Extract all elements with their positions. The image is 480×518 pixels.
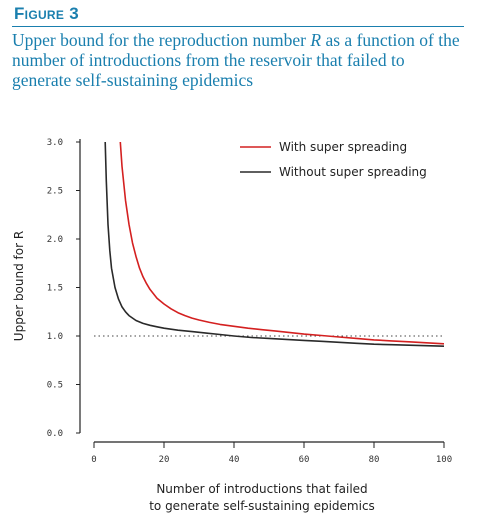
- series-line-with-super-spreading: [119, 142, 444, 345]
- x-axis-label-line1: Number of introductions that failed: [156, 482, 367, 496]
- x-tick-label: 80: [369, 455, 380, 465]
- y-axis-label: Upper bound for R: [12, 231, 26, 341]
- x-tick-label: 40: [229, 455, 240, 465]
- y-tick-label: 2.0: [47, 235, 63, 245]
- y-tick-label: 0.5: [47, 381, 63, 391]
- series-line-without-super-spreading: [104, 142, 444, 347]
- y-tick-label: 3.0: [47, 138, 63, 148]
- figure-title: Upper bound for the reproduction number …: [12, 30, 460, 90]
- y-tick-label: 1.5: [47, 284, 63, 294]
- y-tick-label: 2.5: [47, 187, 63, 197]
- x-axis-label-line2: to generate self-sustaining epidemics: [149, 499, 375, 513]
- x-tick-label: 0: [91, 455, 96, 465]
- y-tick-label: 0.0: [47, 429, 63, 439]
- x-tick-label: 60: [299, 455, 310, 465]
- y-tick-label: 1.0: [47, 332, 63, 342]
- x-tick-label: 100: [436, 455, 452, 465]
- axes: 0.0 0.5 1.0 1.5 2.0 2.5 3.0 0 20 40 60 80 100: [47, 138, 452, 465]
- series-group: [104, 142, 444, 347]
- title-variable: R: [310, 30, 322, 50]
- legend-label: With super spreading: [279, 140, 407, 154]
- legend-label: Without super spreading: [279, 165, 427, 179]
- legend: With super spreading Without super spread…: [240, 140, 427, 179]
- figure-rule: [12, 26, 464, 27]
- figure-label: Figure 3: [14, 4, 79, 23]
- x-tick-label: 20: [159, 455, 170, 465]
